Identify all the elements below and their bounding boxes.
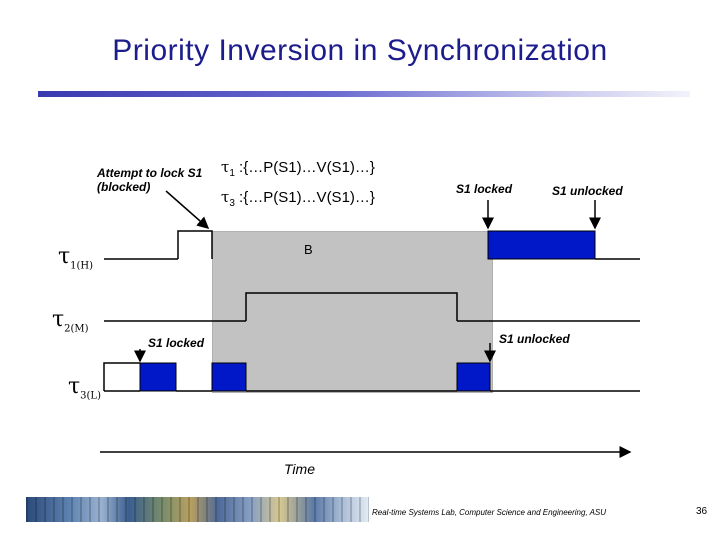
- s1-unlocked-label-mid: S1 unlocked: [499, 332, 570, 346]
- s1-locked-label-mid: S1 locked: [148, 336, 205, 350]
- task3-release-pulse: [103, 362, 140, 391]
- blocked-region: [212, 231, 493, 393]
- blocked-region-label: B: [304, 242, 313, 257]
- page-number: 36: [696, 506, 708, 517]
- task3-block-1: [139, 362, 177, 392]
- footer-lab-name: Real-time Systems Lab, Computer Science …: [372, 508, 607, 517]
- task3-block-3: [456, 362, 491, 392]
- attempt-lock-note: Attempt to lock S1 (blocked): [97, 166, 203, 194]
- task2-label: τ2(M): [52, 307, 89, 335]
- task1-critical-section: [487, 230, 596, 260]
- task2-execution: [245, 292, 458, 321]
- task3-label: τ3(L): [68, 374, 101, 402]
- task3-block-2: [211, 362, 247, 392]
- footer-banner-image: [26, 497, 369, 522]
- task1-blocked-arrow: [165, 190, 210, 229]
- task1-code: τ1 :{…P(S1)…V(S1)…}: [221, 158, 375, 179]
- title-divider: [38, 91, 690, 97]
- s1-locked-label-top: S1 locked: [456, 182, 513, 196]
- task1-label: τ1(H): [58, 244, 94, 272]
- task3-code: τ3 :{…P(S1)…V(S1)…}: [221, 188, 375, 209]
- s1-unlocked-label-top: S1 unlocked: [552, 184, 623, 198]
- task1-release-pulse: [177, 230, 213, 259]
- time-axis-label: Time: [284, 461, 315, 477]
- slide-title: Priority Inversion in Synchronization: [112, 34, 608, 67]
